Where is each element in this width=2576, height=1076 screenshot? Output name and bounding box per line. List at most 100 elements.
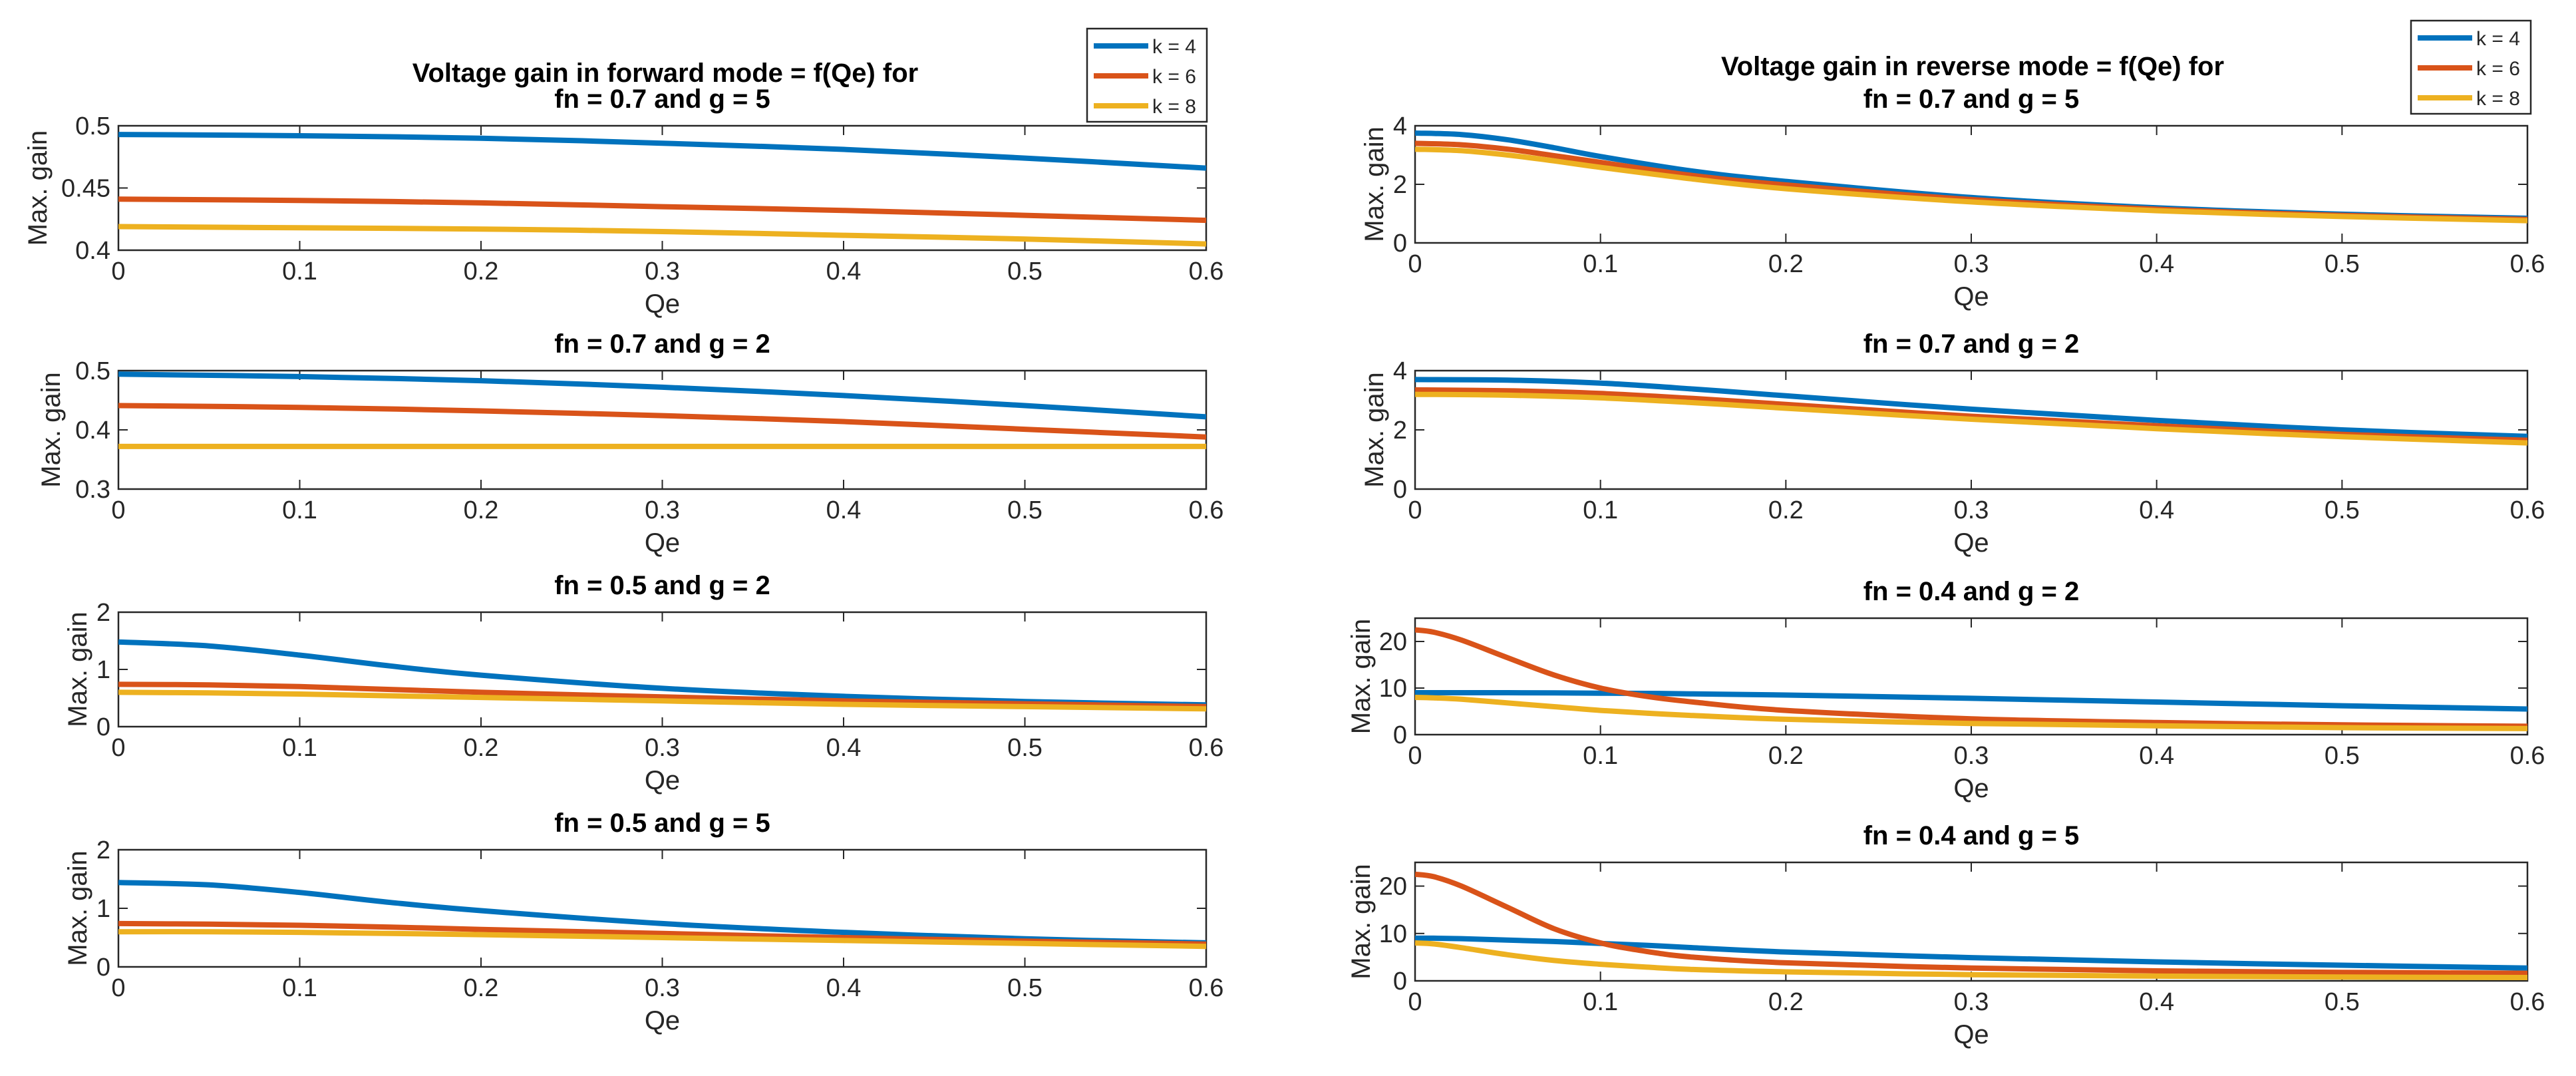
series-line-k-8: [1415, 695, 2527, 731]
x-tick-label: 0.3: [1954, 742, 1989, 770]
x-tick-label: 0.4: [826, 974, 862, 1002]
y-axis-label: Max. gain: [63, 850, 92, 966]
subplot-title: fn = 0.5 and g = 2: [554, 571, 770, 600]
x-tick-label: 0.1: [282, 258, 317, 285]
y-tick-label: 0.5: [75, 112, 110, 140]
y-axis-label: Max. gain: [1360, 126, 1389, 242]
series-line-k-8: [1415, 940, 2527, 980]
y-tick-label: 4: [1393, 357, 1407, 385]
y-tick-label: 1: [96, 656, 110, 684]
series-line-k-4: [1415, 935, 2527, 971]
x-tick-label: 0.5: [1007, 496, 1043, 524]
x-tick-label: 0.4: [2139, 496, 2174, 524]
x-tick-label: 0.6: [2510, 496, 2545, 524]
y-tick-label: 2: [96, 599, 110, 627]
x-tick-label: 0.5: [2325, 988, 2360, 1016]
series-line-k-6: [118, 681, 1206, 709]
subplot-title: fn = 0.4 and g = 5: [1863, 821, 2080, 850]
x-tick-label: 0.6: [2510, 988, 2545, 1016]
x-tick-label: 0: [111, 974, 125, 1002]
y-tick-label: 0: [1393, 721, 1407, 749]
subplot-forward-4: 0 0.1 0.2 0.3 0.4 0.5 0.6 0 1 2 fn = 0.5 and g = 5…: [63, 808, 1223, 1035]
y-axis-label: Max. gain: [23, 130, 53, 246]
series-line-k-8: [1415, 146, 2527, 224]
axes-box: [117, 848, 1208, 968]
series-line-k-4: [1415, 689, 2527, 712]
legend-label: k = 6: [2476, 58, 2520, 80]
x-tick-label: 0: [1408, 496, 1422, 524]
x-axis-label: Qe: [645, 289, 680, 319]
x-tick-label: 0.5: [1007, 258, 1043, 285]
x-tick-label: 0.5: [1007, 974, 1043, 1002]
legend-label: k = 8: [2476, 88, 2520, 110]
x-tick-label: 0.2: [464, 734, 499, 762]
subplot-title: fn = 0.5 and g = 5: [554, 808, 770, 838]
x-tick-label: 0: [111, 258, 125, 285]
x-tick-label: 0.4: [826, 258, 862, 285]
x-tick-label: 0.6: [2510, 250, 2545, 278]
legend-label: k = 4: [2476, 28, 2520, 50]
x-tick-label: 0.5: [2325, 742, 2360, 770]
x-tick-label: 0.6: [1189, 496, 1224, 524]
x-tick-label: 0.3: [1954, 496, 1989, 524]
x-tick-label: 0.5: [1007, 734, 1043, 762]
x-tick-label: 0.4: [2139, 988, 2174, 1016]
subplot-forward-1: 0 0.1 0.2 0.3 0.4 0.5 0.6 0.4 0.45 0.5 fn = 0.7 an…: [23, 85, 1223, 319]
y-tick-label: 0: [1393, 230, 1407, 258]
axes-box: [1414, 124, 2529, 244]
series-line-k-6: [118, 196, 1206, 224]
series-line-k-6: [1415, 627, 2527, 729]
subplot-title: fn = 0.7 and g = 2: [1863, 329, 2080, 359]
y-tick-label: 4: [1393, 112, 1407, 140]
series-line-k-8: [118, 689, 1206, 712]
x-tick-label: 0.1: [282, 974, 317, 1002]
left-figure-title: Voltage gain in forward mode = f(Qe) for: [412, 59, 918, 88]
y-axis-label: Max. gain: [63, 612, 92, 727]
legend-label: k = 8: [1152, 96, 1196, 118]
x-tick-label: 0.2: [464, 258, 499, 285]
y-tick-label: 2: [96, 836, 110, 864]
y-tick-label: 0: [96, 954, 110, 982]
x-tick-label: 0.4: [826, 734, 862, 762]
subplots: 0 0.1 0.2 0.3 0.4 0.5 0.6 0.4 0.45 0.5 fn = 0.7 an…: [23, 85, 2545, 1049]
axes-box: [1414, 617, 2529, 736]
x-tick-label: 0.3: [645, 496, 680, 524]
x-tick-label: 0.6: [1189, 734, 1224, 762]
y-tick-label: 0: [96, 713, 110, 741]
x-tick-label: 0.5: [2325, 496, 2360, 524]
x-tick-label: 0.1: [282, 734, 317, 762]
series-line-k-4: [118, 132, 1206, 171]
x-tick-label: 0.2: [1768, 250, 1804, 278]
subplot-forward-3: 0 0.1 0.2 0.3 0.4 0.5 0.6 0 1 2 fn = 0.5 and g = 2…: [63, 571, 1223, 795]
y-axis-label: Max. gain: [37, 372, 66, 487]
legend-label: k = 4: [1152, 36, 1196, 58]
y-tick-label: 0.4: [75, 237, 110, 265]
x-tick-label: 0.2: [464, 496, 499, 524]
y-axis-label: Max. gain: [1347, 619, 1376, 734]
x-axis-label: Qe: [1953, 528, 1989, 558]
x-axis-label: Qe: [1953, 1020, 1989, 1049]
subplot-reverse-4: 0 0.1 0.2 0.3 0.4 0.5 0.6 0 10 20 fn = 0.4 and g =…: [1347, 821, 2545, 1049]
x-tick-label: 0.1: [1583, 496, 1618, 524]
y-tick-label: 0.4: [75, 417, 110, 445]
subplot-title: fn = 0.7 and g = 5: [554, 85, 770, 114]
y-tick-label: 2: [1393, 171, 1407, 199]
x-tick-label: 0.6: [2510, 742, 2545, 770]
subplot-title: fn = 0.4 and g = 2: [1863, 577, 2080, 606]
y-tick-label: 1: [96, 895, 110, 923]
x-axis-label: Qe: [1953, 282, 1989, 311]
x-tick-label: 0.2: [1768, 742, 1804, 770]
subplot-title: fn = 0.7 and g = 2: [554, 329, 770, 359]
right-figure-title: Voltage gain in reverse mode = f(Qe) for: [1721, 52, 2224, 81]
y-axis-label: Max. gain: [1360, 372, 1389, 487]
y-tick-label: 20: [1379, 628, 1407, 656]
x-axis-label: Qe: [645, 766, 680, 795]
y-tick-label: 0.45: [61, 175, 110, 203]
subplot-reverse-2: 0 0.1 0.2 0.3 0.4 0.5 0.6 0 2 4 fn = 0.7 and g = 2…: [1360, 329, 2545, 558]
x-tick-label: 0.3: [645, 974, 680, 1002]
x-axis-label: Qe: [1953, 774, 1989, 803]
subplot-reverse-1: 0 0.1 0.2 0.3 0.4 0.5 0.6 0 2 4 fn = 0.7 and g = 5…: [1360, 85, 2545, 311]
x-tick-label: 0.6: [1189, 974, 1224, 1002]
x-tick-label: 0: [1408, 250, 1422, 278]
